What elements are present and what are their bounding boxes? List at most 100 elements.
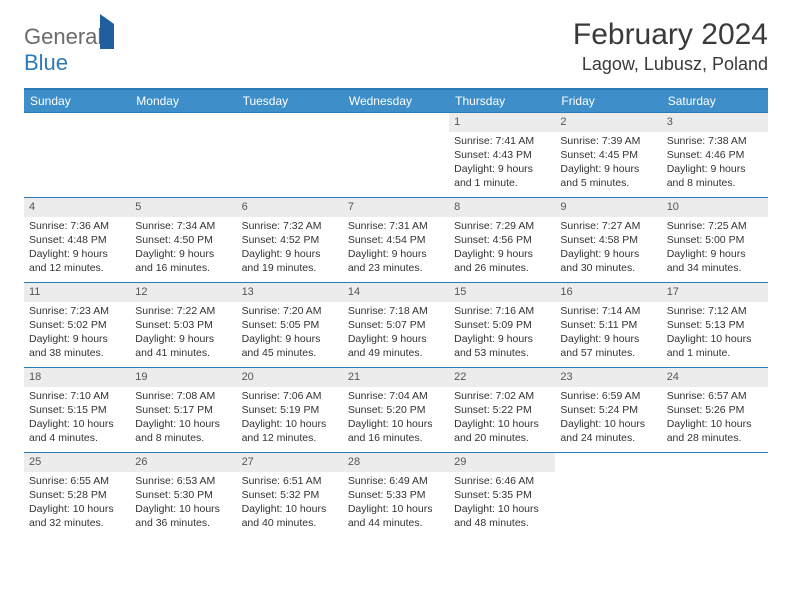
day-cell: 3Sunrise: 7:38 AMSunset: 4:46 PMDaylight… bbox=[662, 113, 768, 197]
week-row: 11Sunrise: 7:23 AMSunset: 5:02 PMDayligh… bbox=[24, 282, 768, 367]
day-info: Sunrise: 7:02 AMSunset: 5:22 PMDaylight:… bbox=[449, 389, 555, 450]
info-line: Sunrise: 7:31 AM bbox=[348, 219, 444, 233]
day-number: 19 bbox=[130, 368, 236, 387]
info-line: Sunset: 5:17 PM bbox=[135, 403, 231, 417]
day-header-row: SundayMondayTuesdayWednesdayThursdayFrid… bbox=[24, 90, 768, 112]
info-line: and 41 minutes. bbox=[135, 346, 231, 360]
info-line: Sunrise: 6:53 AM bbox=[135, 474, 231, 488]
info-line: and 57 minutes. bbox=[560, 346, 656, 360]
day-cell: 18Sunrise: 7:10 AMSunset: 5:15 PMDayligh… bbox=[24, 368, 130, 452]
day-number: 26 bbox=[130, 453, 236, 472]
day-cell: 2Sunrise: 7:39 AMSunset: 4:45 PMDaylight… bbox=[555, 113, 661, 197]
day-cell: 11Sunrise: 7:23 AMSunset: 5:02 PMDayligh… bbox=[24, 283, 130, 367]
day-info: Sunrise: 7:27 AMSunset: 4:58 PMDaylight:… bbox=[555, 219, 661, 280]
info-line: Sunrise: 7:22 AM bbox=[135, 304, 231, 318]
day-info: Sunrise: 6:57 AMSunset: 5:26 PMDaylight:… bbox=[662, 389, 768, 450]
day-info: Sunrise: 7:29 AMSunset: 4:56 PMDaylight:… bbox=[449, 219, 555, 280]
day-cell: 17 Sunrise: 7:12 AMSunset: 5:13 PMDayligh… bbox=[662, 283, 768, 367]
day-number: 8 bbox=[449, 198, 555, 217]
info-line: and 8 minutes. bbox=[667, 176, 763, 190]
day-info: Sunrise: 7:12 AMSunset: 5:13 PMDaylight:… bbox=[662, 304, 768, 365]
info-line: Sunset: 4:46 PM bbox=[667, 148, 763, 162]
info-line: Daylight: 10 hours bbox=[29, 417, 125, 431]
day-cell: 13Sunrise: 7:20 AMSunset: 5:05 PMDayligh… bbox=[237, 283, 343, 367]
day-info: Sunrise: 7:31 AMSunset: 4:54 PMDaylight:… bbox=[343, 219, 449, 280]
info-line: and 38 minutes. bbox=[29, 346, 125, 360]
info-line: Sunset: 4:48 PM bbox=[29, 233, 125, 247]
info-line: Sunset: 5:24 PM bbox=[560, 403, 656, 417]
title-block: February 2024 Lagow, Lubusz, Poland bbox=[573, 18, 768, 75]
info-line: Sunset: 5:07 PM bbox=[348, 318, 444, 332]
day-info: Sunrise: 6:51 AMSunset: 5:32 PMDaylight:… bbox=[237, 474, 343, 535]
info-line: Sunrise: 7:29 AM bbox=[454, 219, 550, 233]
info-line: and 20 minutes. bbox=[454, 431, 550, 445]
week-row: 1Sunrise: 7:41 AMSunset: 4:43 PMDaylight… bbox=[24, 112, 768, 197]
info-line: and 32 minutes. bbox=[29, 516, 125, 530]
day-cell: 6Sunrise: 7:32 AMSunset: 4:52 PMDaylight… bbox=[237, 198, 343, 282]
day-number: 5 bbox=[130, 198, 236, 217]
day-info: Sunrise: 7:16 AMSunset: 5:09 PMDaylight:… bbox=[449, 304, 555, 365]
day-info: Sunrise: 7:04 AMSunset: 5:20 PMDaylight:… bbox=[343, 389, 449, 450]
info-line: and 12 minutes. bbox=[242, 431, 338, 445]
header: General Blue February 2024 Lagow, Lubusz… bbox=[24, 18, 768, 76]
info-line: Sunset: 5:35 PM bbox=[454, 488, 550, 502]
info-line: Sunset: 4:43 PM bbox=[454, 148, 550, 162]
info-line: Daylight: 10 hours bbox=[242, 417, 338, 431]
day-header: Friday bbox=[555, 90, 661, 112]
info-line: and 16 minutes. bbox=[348, 431, 444, 445]
info-line: Sunset: 4:50 PM bbox=[135, 233, 231, 247]
info-line: Daylight: 9 hours bbox=[560, 332, 656, 346]
info-line: Sunset: 5:11 PM bbox=[560, 318, 656, 332]
info-line: and 8 minutes. bbox=[135, 431, 231, 445]
info-line: Daylight: 10 hours bbox=[135, 502, 231, 516]
info-line: Sunset: 5:33 PM bbox=[348, 488, 444, 502]
info-line: Sunset: 5:32 PM bbox=[242, 488, 338, 502]
day-cell bbox=[24, 113, 130, 197]
info-line: Sunrise: 6:51 AM bbox=[242, 474, 338, 488]
info-line: Sunset: 5:09 PM bbox=[454, 318, 550, 332]
day-cell: 20Sunrise: 7:06 AMSunset: 5:19 PMDayligh… bbox=[237, 368, 343, 452]
day-number: 25 bbox=[24, 453, 130, 472]
info-line: Sunset: 5:19 PM bbox=[242, 403, 338, 417]
info-line: and 28 minutes. bbox=[667, 431, 763, 445]
day-header: Thursday bbox=[449, 90, 555, 112]
info-line: Sunrise: 7:25 AM bbox=[667, 219, 763, 233]
day-number: 1 bbox=[449, 113, 555, 132]
day-cell bbox=[555, 453, 661, 537]
info-line: and 48 minutes. bbox=[454, 516, 550, 530]
info-line: Daylight: 10 hours bbox=[348, 502, 444, 516]
info-line: Daylight: 9 hours bbox=[135, 247, 231, 261]
info-line: and 45 minutes. bbox=[242, 346, 338, 360]
info-line: and 44 minutes. bbox=[348, 516, 444, 530]
info-line: Sunrise: 7:08 AM bbox=[135, 389, 231, 403]
day-number: 2 bbox=[555, 113, 661, 132]
info-line: Sunrise: 7:16 AM bbox=[454, 304, 550, 318]
info-line: and 24 minutes. bbox=[560, 431, 656, 445]
day-info: Sunrise: 6:46 AMSunset: 5:35 PMDaylight:… bbox=[449, 474, 555, 535]
info-line: Daylight: 9 hours bbox=[348, 332, 444, 346]
info-line: Daylight: 9 hours bbox=[348, 247, 444, 261]
day-info: Sunrise: 7:06 AMSunset: 5:19 PMDaylight:… bbox=[237, 389, 343, 450]
day-info: Sunrise: 6:59 AMSunset: 5:24 PMDaylight:… bbox=[555, 389, 661, 450]
info-line: Daylight: 9 hours bbox=[29, 332, 125, 346]
day-cell: 26 Sunrise: 6:53 AMSunset: 5:30 PMDayligh… bbox=[130, 453, 236, 537]
info-line: Sunset: 4:45 PM bbox=[560, 148, 656, 162]
day-cell: 8 Sunrise: 7:29 AMSunset: 4:56 PMDaylight… bbox=[449, 198, 555, 282]
info-line: Sunrise: 7:02 AM bbox=[454, 389, 550, 403]
info-line: and 1 minute. bbox=[667, 346, 763, 360]
info-line: and 23 minutes. bbox=[348, 261, 444, 275]
info-line: and 12 minutes. bbox=[29, 261, 125, 275]
day-info: Sunrise: 7:34 AMSunset: 4:50 PMDaylight:… bbox=[130, 219, 236, 280]
day-info: Sunrise: 6:53 AMSunset: 5:30 PMDaylight:… bbox=[130, 474, 236, 535]
day-number: 13 bbox=[237, 283, 343, 302]
info-line: Daylight: 10 hours bbox=[454, 417, 550, 431]
info-line: Sunrise: 7:12 AM bbox=[667, 304, 763, 318]
day-number: 17 bbox=[662, 283, 768, 302]
info-line: Sunset: 5:26 PM bbox=[667, 403, 763, 417]
info-line: Sunrise: 7:14 AM bbox=[560, 304, 656, 318]
day-cell: 9Sunrise: 7:27 AMSunset: 4:58 PMDaylight… bbox=[555, 198, 661, 282]
day-cell: 23Sunrise: 6:59 AMSunset: 5:24 PMDayligh… bbox=[555, 368, 661, 452]
info-line: Daylight: 10 hours bbox=[667, 332, 763, 346]
info-line: Sunrise: 6:55 AM bbox=[29, 474, 125, 488]
info-line: Sunrise: 7:18 AM bbox=[348, 304, 444, 318]
